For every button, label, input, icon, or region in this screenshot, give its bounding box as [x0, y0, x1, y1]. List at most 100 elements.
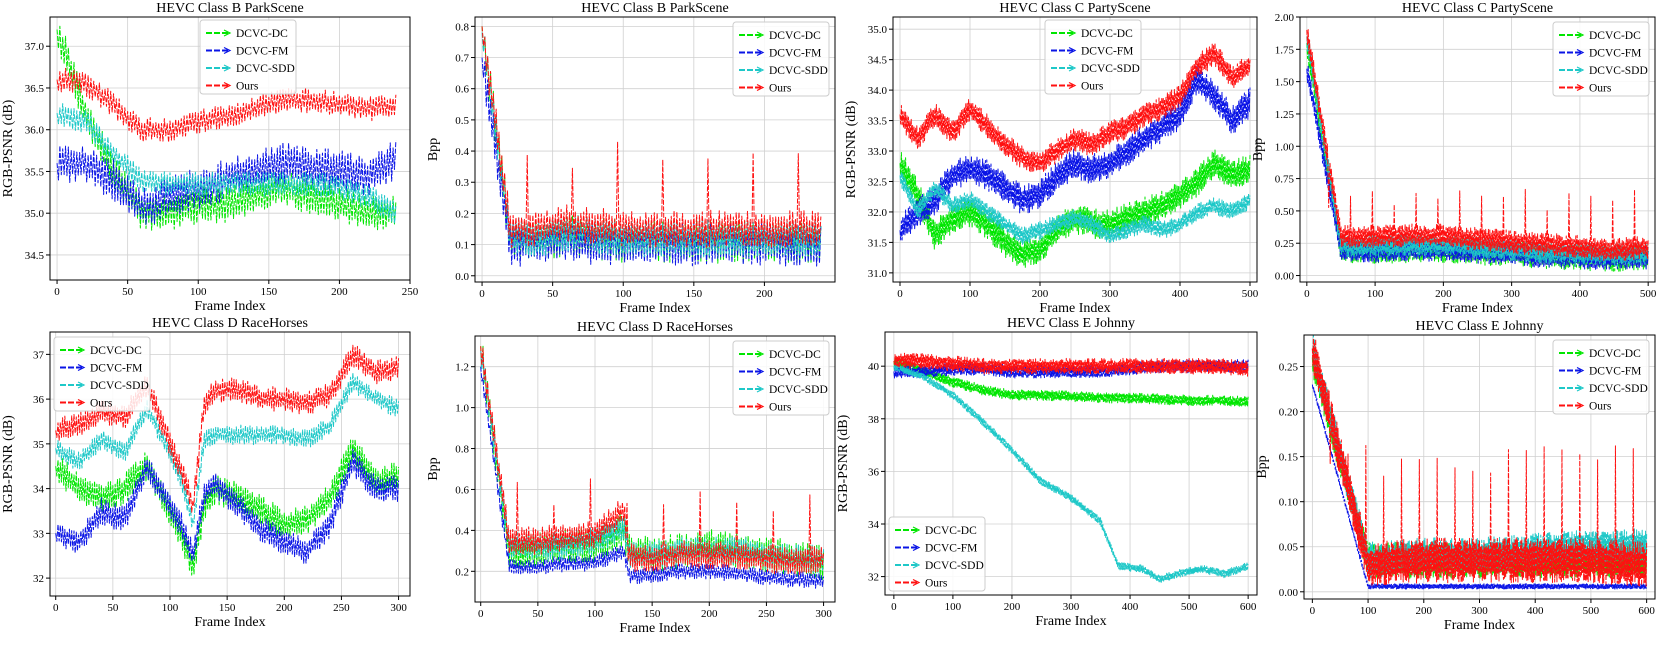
axes-frame: [892, 16, 1258, 283]
legend-marker: [912, 578, 921, 587]
y-tick-label: 33.0: [868, 146, 888, 158]
y-tick-label: 31.0: [868, 268, 888, 280]
legend-marker: [756, 385, 765, 393]
y-tick-label: 31.5: [868, 237, 888, 249]
series-line-ours: [481, 26, 822, 249]
legend-label: DCVC-DC: [769, 349, 821, 361]
x-tick-label: 200: [756, 288, 773, 300]
x-tick-label: 50: [547, 288, 559, 300]
chart-panel-7: 0 100 200 300 400 500 600 32 34 36 38 40 HEVC Class …: [836, 316, 1258, 629]
legend-box: [1044, 19, 1142, 95]
y-tick-label: 1.50: [1275, 77, 1295, 89]
y-axis-label: Bpp: [426, 457, 441, 480]
legend-label: DCVC-FM: [90, 363, 142, 375]
x-axis-label: Frame Index: [619, 301, 690, 316]
legend-label: DCVC-SDD: [1589, 383, 1648, 395]
legend-box: [53, 336, 151, 412]
x-tick-label: 200: [276, 602, 293, 614]
x-tick-label: 50: [107, 602, 119, 614]
series-line-ours: [893, 352, 1249, 377]
y-tick-label: 0.2: [455, 208, 469, 220]
x-tick-label: 500: [1640, 288, 1657, 300]
chart-panel-2: 0 50 100 150 200 0.0 0.1 0.2 0.3 0.4 0.5 0.6 0.7 0.8 H…: [426, 1, 836, 316]
series-group: [1311, 335, 1648, 590]
legend-box: [1552, 21, 1650, 97]
chart-title: HEVC Class C PartyScene: [999, 1, 1150, 16]
legend-label: DCVC-FM: [925, 543, 977, 555]
x-tick-label: 300: [1503, 288, 1520, 300]
y-tick-label: 0.7: [455, 53, 469, 65]
legend-label: DCVC-FM: [236, 46, 288, 58]
x-axis-label: Frame Index: [1039, 301, 1110, 316]
y-tick-label: 36: [868, 466, 880, 478]
x-tick-label: 0: [1310, 605, 1316, 617]
x-axis-label: Frame Index: [619, 621, 690, 636]
x-tick-label: 200: [1435, 288, 1452, 300]
legend-marker: [1576, 349, 1585, 357]
legend-marker: [756, 48, 765, 57]
x-tick-label: 50: [532, 608, 544, 620]
chart-panel-4: 0 100 200 300 400 500 0.00 0.25 0.50 0.75 1.00 1.25…: [1251, 1, 1657, 316]
legend-label: DCVC-FM: [1589, 366, 1641, 378]
y-tick-label: 0.5: [455, 115, 469, 127]
x-tick-label: 50: [122, 286, 134, 298]
legend-marker: [912, 526, 921, 534]
chart-title: HEVC Class E Johnny: [1007, 316, 1135, 331]
legend: DCVC-DC DCVC-FM DCVC-SDD Ours: [732, 21, 830, 97]
y-tick-label: 34: [868, 519, 880, 531]
legend-box: [199, 19, 297, 95]
axes-frame: [474, 335, 836, 603]
x-tick-label: 400: [1122, 601, 1139, 613]
legend-label: DCVC-SDD: [90, 380, 149, 392]
legend-label: DCVC-DC: [769, 30, 821, 42]
chart-panel-6: 0 50 100 150 200 250 300 0.2 0.4 0.6 0.8 1.0 1.2 HEVC…: [426, 320, 836, 636]
legend-label: DCVC-SDD: [769, 65, 828, 77]
x-tick-label: 0: [53, 602, 59, 614]
y-tick-label: 38: [868, 414, 880, 426]
y-tick-label: 0.20: [1279, 407, 1299, 419]
legend: DCVC-DC DCVC-FM DCVC-SDD Ours: [1552, 21, 1650, 97]
axes-frame: [49, 331, 411, 597]
y-tick-label: 1.0: [455, 403, 469, 415]
y-tick-label: 0.3: [455, 177, 469, 189]
legend-label: DCVC-DC: [236, 28, 288, 40]
legend-label: DCVC-SDD: [769, 384, 828, 396]
legend-label: Ours: [236, 81, 259, 93]
chart-panel-8: 0 100 200 300 400 500 600 0.00 0.05 0.10 0.15 0.20 0…: [1255, 319, 1656, 633]
x-tick-label: 0: [1304, 288, 1310, 300]
series-group: [893, 352, 1249, 583]
legend-marker: [77, 381, 86, 389]
y-tick-label: 2.00: [1275, 12, 1295, 24]
legend-marker: [1576, 401, 1585, 410]
series-group: [480, 345, 825, 589]
y-tick-label: 0.00: [1279, 587, 1299, 599]
y-tick-label: 33.5: [868, 116, 888, 128]
x-axis-label: Frame Index: [1442, 301, 1513, 316]
series-line-ours: [1306, 29, 1649, 262]
series-line-dcvc-fm: [55, 448, 400, 564]
series-line-dcvc-fm: [899, 65, 1251, 241]
legend-marker: [223, 64, 232, 72]
legend-label: DCVC-SDD: [1081, 63, 1140, 75]
y-tick-label: 0.4: [455, 525, 469, 537]
series-line-dcvc-dc: [56, 25, 397, 231]
y-tick-label: 34: [33, 484, 45, 496]
y-tick-label: 0.4: [455, 146, 469, 158]
x-axis-label: Frame Index: [194, 299, 265, 314]
y-tick-label: 32: [33, 573, 44, 585]
x-tick-label: 400: [1572, 288, 1589, 300]
series-group: [481, 26, 822, 267]
x-tick-label: 200: [1032, 288, 1049, 300]
y-axis-label: Bpp: [1251, 138, 1266, 161]
x-tick-label: 100: [1360, 605, 1377, 617]
y-tick-label: 35.0: [868, 24, 888, 36]
y-tick-label: 0.6: [455, 84, 469, 96]
legend-label: DCVC-DC: [1589, 30, 1641, 42]
legend-box: [1552, 339, 1650, 415]
legend: DCVC-DC DCVC-FM DCVC-SDD Ours: [1552, 339, 1650, 415]
chart-title: HEVC Class B ParkScene: [581, 1, 728, 16]
legend-label: Ours: [769, 83, 792, 95]
y-tick-label: 36.0: [25, 125, 45, 137]
legend-label: DCVC-FM: [769, 367, 821, 379]
